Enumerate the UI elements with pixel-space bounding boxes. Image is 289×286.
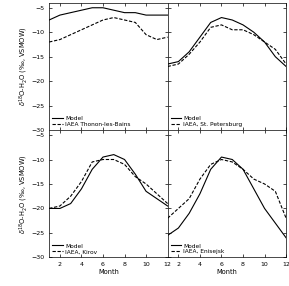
Legend: Model, IAEA Thonon-les-Bains: Model, IAEA Thonon-les-Bains: [51, 115, 131, 128]
Y-axis label: $\delta^{18}$O-H$_2$O (‰, VSMOW): $\delta^{18}$O-H$_2$O (‰, VSMOW): [17, 27, 30, 106]
Y-axis label: $\delta^{18}$O-H$_2$O (‰, VSMOW): $\delta^{18}$O-H$_2$O (‰, VSMOW): [17, 154, 30, 234]
X-axis label: Month: Month: [216, 269, 237, 275]
Legend: Model, IAEA, St. Petersburg: Model, IAEA, St. Petersburg: [169, 115, 244, 128]
X-axis label: Month: Month: [98, 269, 119, 275]
Legend: Model, IAEA, Enisejsk: Model, IAEA, Enisejsk: [169, 242, 226, 256]
Legend: Model, IAEA, Kirov: Model, IAEA, Kirov: [51, 242, 98, 256]
